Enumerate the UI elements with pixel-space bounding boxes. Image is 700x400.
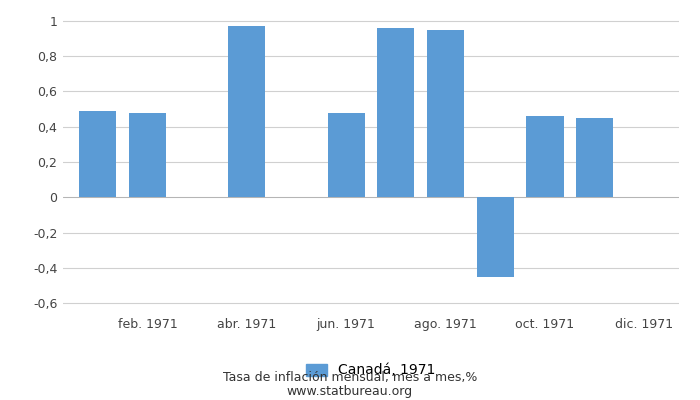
Text: www.statbureau.org: www.statbureau.org: [287, 386, 413, 398]
Bar: [576, 118, 613, 197]
Bar: [526, 116, 564, 197]
Text: Tasa de inflación mensual, mes a mes,%: Tasa de inflación mensual, mes a mes,%: [223, 372, 477, 384]
Bar: [228, 26, 265, 197]
Legend: Canadá, 1971: Canadá, 1971: [301, 358, 441, 383]
Bar: [377, 28, 414, 197]
Bar: [477, 197, 514, 277]
Bar: [79, 111, 116, 197]
Bar: [328, 112, 365, 197]
Bar: [129, 112, 166, 197]
Bar: [427, 30, 464, 197]
